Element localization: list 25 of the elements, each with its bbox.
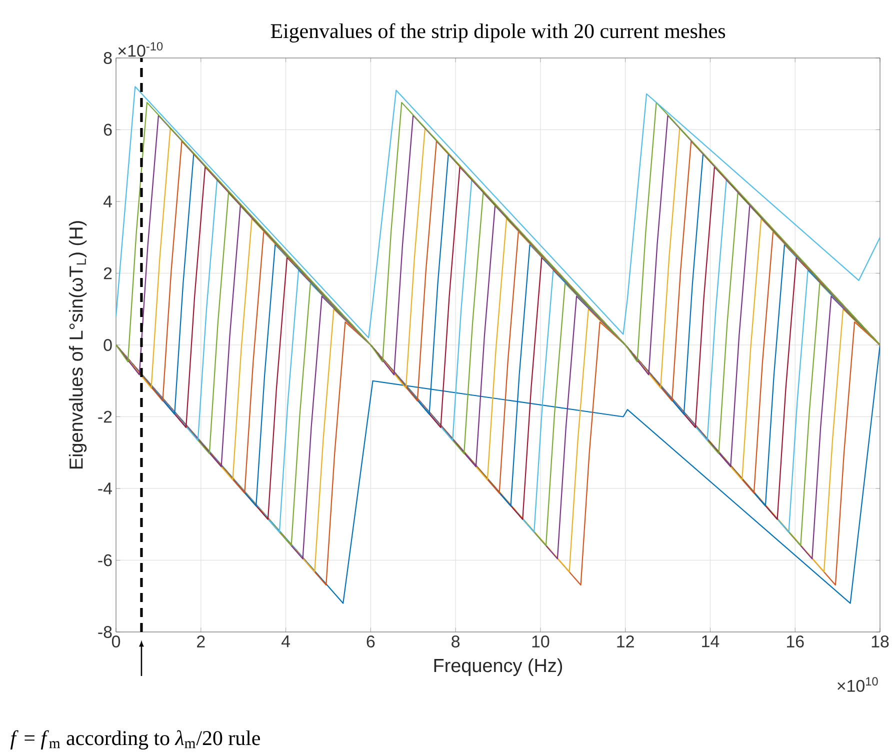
y-tick-label: 6 (104, 124, 112, 136)
x-tick-label: 10 (532, 636, 550, 648)
ref-line-label: f = f$_{m}$ according to λ$_{m}$/20 rule (10, 730, 260, 750)
y-tick-label: 0 (104, 338, 112, 351)
y-tick-label: -2 (98, 410, 112, 423)
x-tick-label: 14 (702, 636, 720, 648)
x-tick-label: 8 (452, 636, 460, 648)
y-tick-label: 4 (103, 196, 112, 208)
x-tick-label: 16 (787, 636, 804, 648)
y-tick-label: -6 (98, 554, 112, 566)
y-tick-label: 2 (104, 267, 112, 280)
x-tick-label: 4 (281, 636, 290, 648)
text: ×10$^{-10}$ (118, 42, 163, 57)
x-tick-label: 12 (617, 636, 634, 648)
chart-title: Eigenvalues of the strip dipole with 20 current meshes (270, 23, 726, 42)
x-tick-label: 0 (112, 636, 120, 648)
x-axis-title: Frequency (Hz) (434, 658, 562, 676)
x-tick-label: 6 (366, 636, 375, 648)
y-tick-label: -8 (98, 626, 112, 638)
text: ×10$^{10}$ (838, 677, 878, 692)
x-tick-label: 18 (872, 636, 889, 648)
x-tick-label: 2 (197, 636, 205, 648)
y-tick-label: 8 (104, 52, 112, 64)
y-axis-title: Eigenvalues of L°sin(ωT$_{L}$) (H) (68, 221, 87, 468)
y-tick-label: -4 (98, 482, 112, 494)
